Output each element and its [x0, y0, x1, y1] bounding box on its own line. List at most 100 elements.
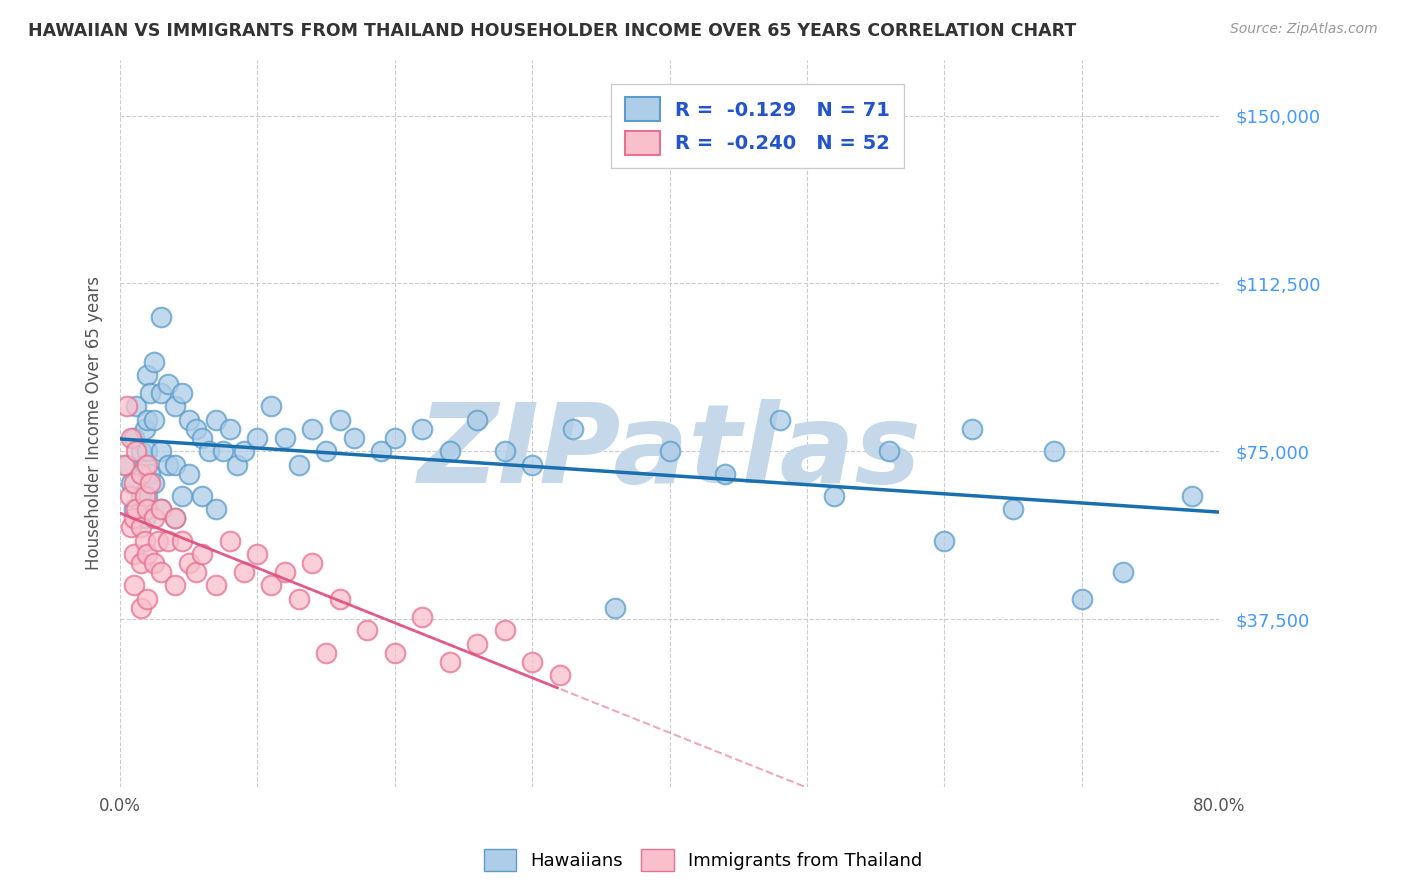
Point: [1181, 489, 1204, 503]
Point: [960, 422, 983, 436]
Point: [232, 565, 254, 579]
Point: [879, 444, 901, 458]
Point: [205, 578, 228, 592]
Point: [329, 591, 352, 606]
Point: [191, 431, 214, 445]
Point: [129, 467, 152, 481]
Text: ZIPatlas: ZIPatlas: [418, 399, 921, 506]
Point: [824, 489, 846, 503]
Point: [136, 591, 159, 606]
Point: [494, 624, 516, 638]
Point: [301, 422, 323, 436]
Point: [163, 578, 186, 592]
Point: [342, 431, 364, 445]
Point: [356, 624, 378, 638]
Point: [129, 520, 152, 534]
Point: [122, 578, 145, 592]
Point: [150, 386, 173, 401]
Point: [494, 444, 516, 458]
Point: [274, 431, 297, 445]
Point: [136, 489, 159, 503]
Point: [129, 444, 152, 458]
Point: [329, 413, 352, 427]
Point: [157, 533, 180, 548]
Point: [246, 431, 269, 445]
Point: [136, 444, 159, 458]
Point: [150, 565, 173, 579]
Point: [184, 565, 207, 579]
Point: [315, 444, 337, 458]
Point: [522, 655, 544, 669]
Point: [122, 547, 145, 561]
Point: [439, 655, 461, 669]
Point: [150, 444, 173, 458]
Point: [411, 609, 433, 624]
Point: [120, 431, 142, 445]
Point: [136, 502, 159, 516]
Point: [384, 646, 406, 660]
Point: [1043, 444, 1066, 458]
Point: [170, 386, 193, 401]
Point: [136, 368, 159, 383]
Point: [139, 467, 162, 481]
Point: [120, 475, 142, 490]
Point: [384, 431, 406, 445]
Point: [134, 511, 156, 525]
Point: [136, 413, 159, 427]
Point: [122, 431, 145, 445]
Point: [143, 413, 166, 427]
Point: [219, 533, 242, 548]
Point: [301, 556, 323, 570]
Point: [129, 489, 152, 503]
Point: [205, 413, 228, 427]
Point: [411, 422, 433, 436]
Point: [225, 458, 247, 472]
Point: [129, 600, 152, 615]
Point: [260, 578, 283, 592]
Point: [522, 458, 544, 472]
Point: [157, 458, 180, 472]
Point: [370, 444, 392, 458]
Point: [134, 489, 156, 503]
Point: [163, 458, 186, 472]
Point: [148, 533, 170, 548]
Point: [122, 502, 145, 516]
Point: [177, 556, 200, 570]
Point: [115, 400, 138, 414]
Point: [134, 458, 156, 472]
Point: [139, 386, 162, 401]
Point: [120, 520, 142, 534]
Point: [112, 458, 135, 472]
Point: [143, 556, 166, 570]
Point: [163, 511, 186, 525]
Point: [465, 413, 488, 427]
Point: [163, 400, 186, 414]
Point: [260, 400, 283, 414]
Point: [768, 413, 790, 427]
Point: [246, 547, 269, 561]
Point: [658, 444, 681, 458]
Point: [122, 511, 145, 525]
Point: [163, 511, 186, 525]
Point: [139, 475, 162, 490]
Point: [125, 400, 148, 414]
Point: [232, 444, 254, 458]
Legend: R =  -0.129   N = 71, R =  -0.240   N = 52: R = -0.129 N = 71, R = -0.240 N = 52: [612, 84, 904, 169]
Point: [177, 413, 200, 427]
Point: [198, 444, 221, 458]
Point: [548, 668, 571, 682]
Point: [1112, 565, 1135, 579]
Y-axis label: Householder Income Over 65 years: Householder Income Over 65 years: [86, 277, 103, 570]
Point: [1002, 502, 1025, 516]
Point: [134, 533, 156, 548]
Point: [157, 377, 180, 392]
Point: [934, 533, 956, 548]
Point: [287, 591, 309, 606]
Text: Source: ZipAtlas.com: Source: ZipAtlas.com: [1230, 22, 1378, 37]
Point: [191, 547, 214, 561]
Point: [212, 444, 235, 458]
Point: [562, 422, 585, 436]
Point: [439, 444, 461, 458]
Point: [129, 556, 152, 570]
Point: [115, 458, 138, 472]
